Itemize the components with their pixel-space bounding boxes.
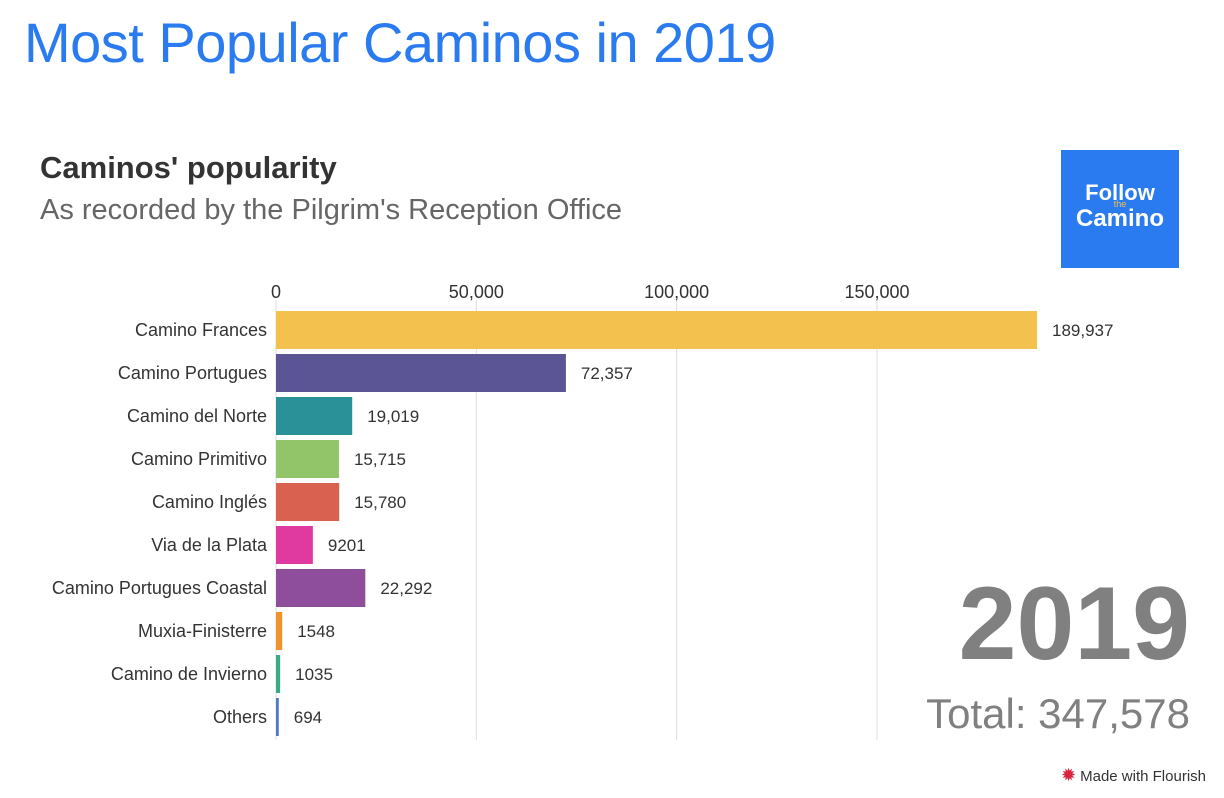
- year-display: 2019: [958, 566, 1190, 682]
- logo-line-the: the: [1113, 199, 1127, 209]
- category-label: Camino de Invierno: [111, 664, 267, 684]
- bar: [276, 569, 366, 607]
- value-label: 72,357: [581, 364, 633, 383]
- category-label: Camino Inglés: [152, 492, 267, 512]
- category-label: Muxia-Finisterre: [138, 621, 267, 641]
- x-tick-label: 150,000: [844, 282, 909, 302]
- flourish-credit[interactable]: ✹ Made with Flourish: [1061, 765, 1206, 786]
- value-label: 694: [294, 708, 322, 727]
- value-label: 9201: [328, 536, 366, 555]
- logo-line-follow: Follow: [1085, 180, 1155, 205]
- follow-the-camino-logo: Follow the Camino: [1061, 150, 1179, 268]
- category-label: Others: [213, 707, 267, 727]
- bar: [276, 655, 281, 693]
- bar: [276, 483, 340, 521]
- chart-subtitle: As recorded by the Pilgrim's Reception O…: [40, 194, 623, 226]
- bar: [276, 698, 279, 736]
- category-label: Camino Portugues Coastal: [52, 578, 267, 598]
- logo-line-camino: Camino: [1075, 205, 1164, 232]
- page-title: Most Popular Caminos in 2019: [24, 11, 776, 74]
- value-label: 15,780: [354, 493, 406, 512]
- value-label: 19,019: [367, 407, 419, 426]
- category-label: Camino Frances: [135, 320, 267, 340]
- value-label: 189,937: [1052, 321, 1113, 340]
- value-label: 15,715: [354, 450, 406, 469]
- chart-title: Caminos' popularity: [40, 150, 337, 185]
- bar-chart: 0 50,000 100,000 150,000 Camino Frances 189,9…: [52, 282, 1113, 740]
- x-tick-label: 0: [271, 282, 281, 302]
- value-label: 1548: [297, 622, 335, 641]
- bar: [276, 397, 353, 435]
- category-label: Via de la Plata: [151, 535, 268, 555]
- bar: [276, 440, 339, 478]
- total-display: Total: 347,578: [926, 690, 1190, 737]
- category-label: Camino Primitivo: [131, 449, 267, 469]
- value-label: 1035: [295, 665, 333, 684]
- x-tick-label: 100,000: [644, 282, 709, 302]
- bar: [276, 311, 1037, 349]
- x-tick-label: 50,000: [449, 282, 504, 302]
- flourish-star-icon: ✹: [1061, 765, 1077, 785]
- bar: [276, 526, 313, 564]
- category-label: Camino del Norte: [127, 406, 267, 426]
- flourish-credit-text: Made with Flourish: [1080, 768, 1206, 785]
- category-label: Camino Portugues: [118, 363, 267, 383]
- value-label: 22,292: [380, 579, 432, 598]
- bar: [276, 354, 566, 392]
- bar: [276, 612, 283, 650]
